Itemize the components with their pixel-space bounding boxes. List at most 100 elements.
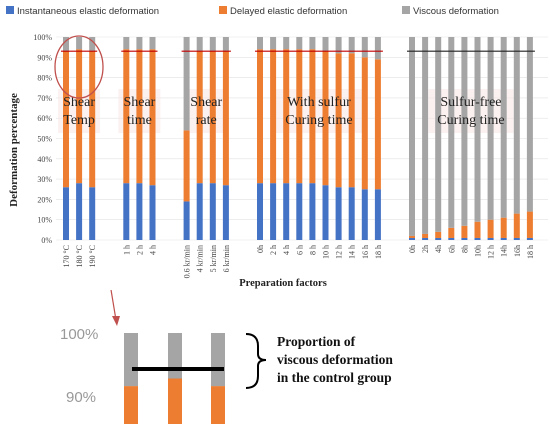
bar-viscous: [448, 37, 455, 228]
bar-instantaneous: [409, 237, 415, 240]
legend-swatch: [219, 6, 227, 14]
bar-instantaneous: [513, 237, 520, 240]
bar-viscous: [283, 37, 290, 50]
bar-instantaneous: [526, 237, 533, 240]
group-title: Sulfur-free: [440, 95, 501, 110]
bar-instantaneous: [89, 187, 96, 240]
zoom-bar-viscous: [168, 333, 182, 379]
x-tick-label: 12 h: [335, 245, 344, 259]
bar-instantaneous: [149, 185, 156, 240]
x-tick-label: 190 °C: [88, 245, 97, 268]
bar-instantaneous: [461, 237, 468, 240]
bar-viscous: [361, 37, 368, 58]
group-title: Shear: [123, 95, 155, 110]
bar-instantaneous: [348, 187, 355, 240]
bar-delayed: [348, 53, 355, 188]
bar-instantaneous: [422, 237, 429, 240]
x-tick-label: 18 h: [374, 245, 383, 259]
bar-viscous: [76, 37, 83, 50]
bars: [63, 37, 533, 240]
zoom-tick-100: 100%: [60, 326, 98, 343]
bar-delayed: [196, 51, 203, 184]
zoom-bar-viscous: [211, 333, 225, 387]
y-tick-label: 50%: [37, 135, 52, 144]
legend-swatch: [402, 6, 410, 14]
bar-instantaneous: [196, 183, 203, 240]
bar-instantaneous: [322, 185, 329, 240]
group-titles: Shear Temp Shear time Shear rate With sulfur Cu…: [63, 95, 504, 128]
bar-viscous: [513, 37, 520, 214]
bar-viscous: [222, 37, 229, 52]
y-tick-label: 60%: [37, 114, 52, 123]
bar-viscous: [374, 37, 381, 60]
group-title: time: [127, 113, 152, 128]
bar-viscous: [526, 37, 533, 212]
x-tick-label: 6h: [447, 245, 456, 253]
legend-label: Delayed elastic deformation: [230, 6, 347, 17]
bar-delayed: [309, 49, 316, 184]
legend-label: Viscous deformation: [413, 6, 499, 17]
bar-delayed: [76, 49, 83, 184]
bar-instantaneous: [136, 183, 143, 240]
y-tick-label: 0%: [41, 236, 52, 245]
legend-label: Instantaneous elastic deformation: [17, 6, 159, 17]
bar-instantaneous: [123, 183, 130, 240]
zoom-pointer-arrowhead: [112, 316, 120, 326]
bar-instantaneous: [257, 183, 263, 240]
bar-viscous: [500, 37, 507, 218]
bar-viscous: [257, 37, 263, 50]
bar-instantaneous: [270, 183, 277, 240]
bar-delayed: [374, 59, 381, 190]
legend-swatch: [6, 6, 14, 14]
bar-instantaneous: [435, 237, 442, 240]
bar-instantaneous: [63, 187, 69, 240]
bar-viscous: [474, 37, 481, 222]
bar-viscous: [322, 37, 329, 52]
group-title: Temp: [63, 113, 95, 128]
bar-delayed: [422, 233, 429, 238]
x-tick-label: 0h: [408, 245, 417, 253]
callout-line-2: viscous deformation: [277, 352, 393, 367]
bar-viscous: [409, 37, 415, 236]
bar-instantaneous: [76, 183, 83, 240]
bar-viscous: [435, 37, 442, 232]
bar-delayed: [461, 225, 468, 238]
bar-viscous: [422, 37, 429, 234]
zoom-bar-delayed: [168, 378, 182, 424]
bar-viscous: [487, 37, 494, 220]
x-tick-label: 6 h: [295, 245, 304, 255]
bar-delayed: [123, 49, 130, 184]
bar-delayed: [474, 221, 481, 238]
bar-instantaneous: [448, 237, 455, 240]
group-title: rate: [196, 113, 217, 128]
y-tick-label: 20%: [37, 195, 52, 204]
group-title: With sulfur: [287, 95, 351, 110]
bar-delayed: [487, 219, 494, 238]
y-axis: 0% 10% 20% 30% 40% 50% 60% 70% 80% 90% 100%: [33, 33, 548, 245]
bar-instantaneous: [335, 187, 342, 240]
bar-delayed: [283, 49, 290, 184]
group-title: Shear: [63, 95, 95, 110]
bar-delayed: [136, 49, 143, 184]
bar-delayed: [361, 57, 368, 190]
bar-viscous: [196, 37, 203, 52]
bar-delayed: [500, 217, 507, 238]
bar-delayed: [296, 49, 303, 184]
bar-viscous: [296, 37, 303, 50]
x-axis-ticks: 170 °C 180 °C 190 °C 1 h 2 h 4 h 0.6 kr/min 4 k…: [62, 245, 535, 278]
y-tick-label: 10%: [37, 216, 52, 225]
x-tick-label: 16 h: [361, 245, 370, 259]
bar-delayed: [409, 235, 415, 238]
x-tick-label: 18 h: [526, 245, 535, 259]
bar-instantaneous: [283, 183, 290, 240]
bar-instantaneous: [309, 183, 316, 240]
bar-viscous: [209, 37, 216, 52]
bar-viscous: [89, 37, 96, 52]
bar-instantaneous: [183, 201, 190, 240]
x-tick-label: 4h: [434, 245, 443, 253]
x-tick-label: 2 h: [135, 245, 144, 255]
bar-delayed: [526, 211, 533, 238]
x-tick-label: 10h: [474, 245, 483, 257]
x-tick-label: 16h: [513, 245, 522, 257]
x-tick-label: 14 h: [348, 245, 357, 259]
